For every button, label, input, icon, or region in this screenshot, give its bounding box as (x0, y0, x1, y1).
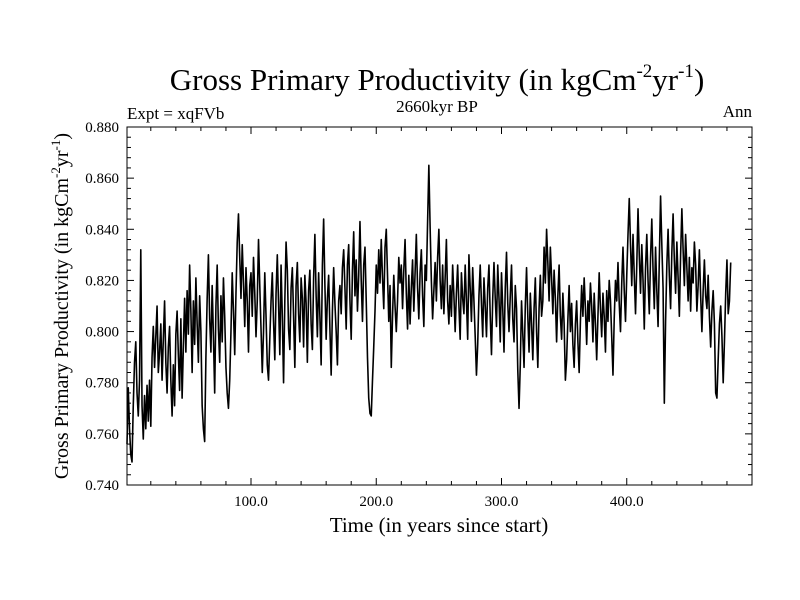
experiment-label: Expt = xqFVb (127, 104, 224, 123)
x-tick-label: 100.0 (234, 494, 268, 510)
y-tick-label: 0.860 (85, 171, 119, 187)
x-tick-label: 300.0 (485, 494, 519, 510)
y-tick-label: 0.820 (85, 273, 119, 289)
season-label: Ann (723, 102, 753, 121)
x-axis-label: Time (in years since start) (330, 513, 549, 537)
y-tick-label: 0.840 (85, 222, 119, 238)
y-tick-label: 0.800 (85, 325, 119, 341)
x-axis-ticks: 100.0 200.0 300.0 400.0 (150, 127, 728, 510)
y-tick-label: 0.760 (85, 427, 119, 443)
series-line (126, 164, 732, 463)
period-label: 2660kyr BP (396, 97, 478, 116)
x-tick-label: 200.0 (359, 494, 393, 510)
x-tick-label: 400.0 (610, 494, 644, 510)
y-axis-label: Gross Primary Productivity (in kgCm-2yr-… (48, 133, 73, 479)
y-tick-label: 0.780 (85, 376, 119, 392)
y-tick-label: 0.740 (85, 478, 119, 494)
plot-frame (126, 126, 753, 486)
chart-title: Gross Primary Productivity (in kgCm-2yr-… (170, 61, 705, 97)
y-tick-label: 0.880 (85, 120, 119, 136)
